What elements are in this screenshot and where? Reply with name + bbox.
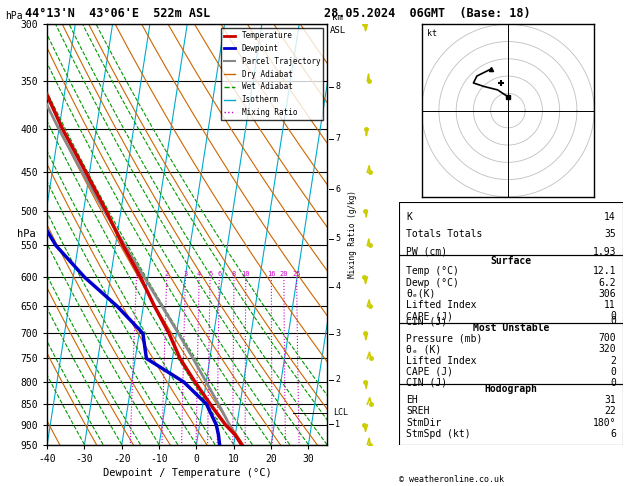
Text: 16: 16	[267, 271, 276, 277]
Text: 7: 7	[335, 134, 340, 143]
Text: 0: 0	[610, 378, 616, 388]
Text: 1: 1	[135, 271, 138, 277]
Text: 11: 11	[604, 300, 616, 310]
Text: PW (cm): PW (cm)	[406, 246, 447, 257]
Text: Lifted Index: Lifted Index	[406, 300, 477, 310]
Text: 320: 320	[598, 345, 616, 354]
Text: 4: 4	[335, 282, 340, 292]
Text: EH: EH	[406, 395, 418, 405]
Text: 25: 25	[292, 271, 301, 277]
Text: θₑ(K): θₑ(K)	[406, 289, 435, 299]
Text: Dewp (°C): Dewp (°C)	[406, 278, 459, 288]
Text: 31: 31	[604, 395, 616, 405]
Text: 5: 5	[208, 271, 212, 277]
Text: Most Unstable: Most Unstable	[473, 323, 549, 333]
Text: CAPE (J): CAPE (J)	[406, 367, 453, 377]
Text: CIN (J): CIN (J)	[406, 378, 447, 388]
Text: 8: 8	[335, 82, 340, 91]
Text: kt: kt	[427, 30, 437, 38]
Text: 1: 1	[335, 420, 340, 429]
Text: 0: 0	[610, 316, 616, 326]
Text: 6: 6	[610, 429, 616, 439]
Text: 3: 3	[335, 330, 340, 338]
Text: 14: 14	[604, 212, 616, 222]
Text: Temp (°C): Temp (°C)	[406, 266, 459, 277]
Text: © weatheronline.co.uk: © weatheronline.co.uk	[399, 474, 504, 484]
Text: 3: 3	[183, 271, 187, 277]
Text: 180°: 180°	[593, 418, 616, 428]
Text: Hodograph: Hodograph	[484, 384, 538, 394]
Text: 5: 5	[335, 234, 340, 243]
Text: 2: 2	[610, 356, 616, 365]
Text: 2: 2	[165, 271, 169, 277]
Text: 6: 6	[335, 185, 340, 194]
Text: LCL: LCL	[333, 408, 348, 417]
Text: Lifted Index: Lifted Index	[406, 356, 477, 365]
Text: 22: 22	[604, 406, 616, 416]
Text: 8: 8	[232, 271, 236, 277]
Text: Pressure (mb): Pressure (mb)	[406, 333, 482, 343]
Text: 6: 6	[217, 271, 221, 277]
Legend: Temperature, Dewpoint, Parcel Trajectory, Dry Adiabat, Wet Adiabat, Isotherm, Mi: Temperature, Dewpoint, Parcel Trajectory…	[221, 28, 323, 120]
Text: SREH: SREH	[406, 406, 430, 416]
Text: 2: 2	[335, 375, 340, 384]
Text: 1.93: 1.93	[593, 246, 616, 257]
Text: K: K	[406, 212, 412, 222]
Text: Totals Totals: Totals Totals	[406, 229, 482, 240]
X-axis label: Dewpoint / Temperature (°C): Dewpoint / Temperature (°C)	[103, 468, 272, 478]
Text: Mixing Ratio (g/kg): Mixing Ratio (g/kg)	[348, 191, 357, 278]
Text: 20: 20	[280, 271, 288, 277]
Text: ASL: ASL	[330, 26, 346, 35]
Text: CAPE (J): CAPE (J)	[406, 312, 453, 321]
Text: 0: 0	[610, 312, 616, 321]
Text: 0: 0	[610, 367, 616, 377]
Text: 10: 10	[242, 271, 250, 277]
Text: hPa: hPa	[5, 11, 23, 21]
Text: Surface: Surface	[491, 256, 532, 266]
Text: 12.1: 12.1	[593, 266, 616, 277]
Text: hPa: hPa	[17, 229, 36, 240]
Text: 6.2: 6.2	[598, 278, 616, 288]
Text: 35: 35	[604, 229, 616, 240]
Text: 28.05.2024  06GMT  (Base: 18): 28.05.2024 06GMT (Base: 18)	[324, 7, 530, 20]
Text: 700: 700	[598, 333, 616, 343]
Text: CIN (J): CIN (J)	[406, 316, 447, 326]
Text: 306: 306	[598, 289, 616, 299]
Text: km: km	[332, 13, 343, 22]
Text: StmSpd (kt): StmSpd (kt)	[406, 429, 470, 439]
Text: 4: 4	[197, 271, 201, 277]
Text: StmDir: StmDir	[406, 418, 442, 428]
Text: θₑ (K): θₑ (K)	[406, 345, 442, 354]
Text: 44°13'N  43°06'E  522m ASL: 44°13'N 43°06'E 522m ASL	[25, 7, 211, 20]
